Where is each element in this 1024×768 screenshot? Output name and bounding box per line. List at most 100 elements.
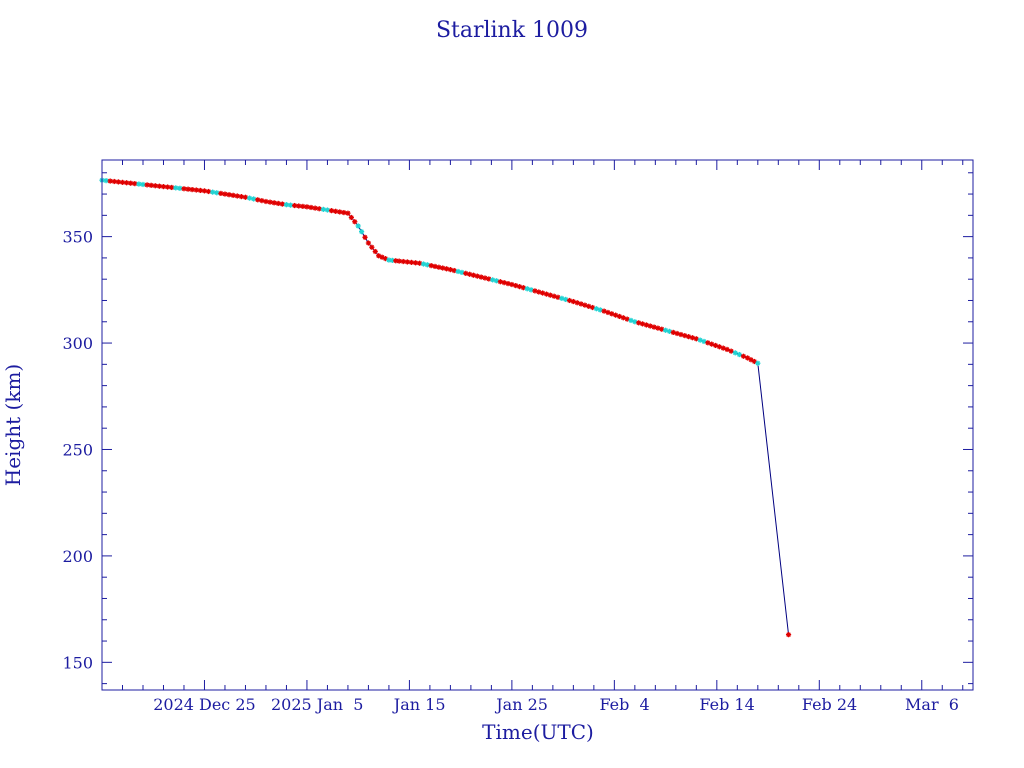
data-point bbox=[177, 185, 183, 191]
y-tick-label: 300 bbox=[62, 334, 93, 353]
x-axis-label: Time(UTC) bbox=[482, 720, 594, 744]
data-point bbox=[582, 302, 588, 308]
data-point bbox=[751, 358, 757, 365]
data-point bbox=[636, 320, 642, 326]
data-point bbox=[352, 219, 358, 225]
data-point bbox=[140, 181, 146, 188]
data-point bbox=[255, 197, 261, 203]
data-point bbox=[643, 322, 649, 328]
data-point bbox=[659, 326, 665, 332]
data-point bbox=[463, 270, 469, 276]
data-point bbox=[358, 229, 365, 235]
series-layer bbox=[99, 177, 792, 638]
data-point bbox=[493, 278, 500, 284]
data-point bbox=[234, 193, 240, 199]
data-point bbox=[400, 258, 406, 265]
data-point bbox=[666, 328, 673, 334]
chart-title: Starlink 1009 bbox=[436, 18, 588, 43]
data-point bbox=[242, 194, 249, 200]
data-point bbox=[428, 263, 434, 269]
data-point bbox=[362, 234, 368, 240]
data-point bbox=[647, 323, 653, 329]
data-point bbox=[520, 285, 527, 291]
data-point bbox=[486, 276, 492, 282]
x-tick-label: Jan 25 bbox=[494, 695, 548, 714]
data-point bbox=[505, 280, 511, 287]
data-point bbox=[528, 287, 534, 293]
data-point bbox=[296, 203, 302, 209]
x-tick-label: 2024 Dec 25 bbox=[153, 695, 256, 714]
data-point bbox=[447, 267, 453, 273]
data-point bbox=[532, 288, 538, 294]
data-point bbox=[547, 292, 553, 298]
y-tick-label: 200 bbox=[62, 547, 93, 566]
data-point bbox=[501, 280, 507, 286]
data-point bbox=[593, 306, 600, 312]
data-point bbox=[686, 334, 692, 340]
data-point bbox=[152, 183, 158, 189]
data-point bbox=[597, 307, 603, 313]
data-point bbox=[482, 275, 488, 281]
data-point bbox=[689, 335, 696, 341]
data-point bbox=[563, 296, 569, 303]
data-point bbox=[639, 321, 646, 327]
data-point bbox=[451, 267, 457, 274]
data-point bbox=[251, 196, 257, 202]
x-tick-label: 2025 Jan 5 bbox=[271, 695, 363, 714]
data-point bbox=[341, 209, 347, 216]
x-tick-label: Feb 14 bbox=[699, 695, 754, 714]
data-point bbox=[355, 223, 361, 229]
data-point bbox=[156, 183, 162, 189]
data-point bbox=[513, 282, 519, 289]
axis-ticks bbox=[101, 160, 973, 690]
data-point bbox=[348, 214, 354, 221]
y-tick-label: 150 bbox=[62, 653, 93, 672]
data-point bbox=[632, 319, 638, 325]
data-point bbox=[470, 272, 477, 278]
data-point bbox=[728, 348, 734, 354]
data-point bbox=[424, 262, 430, 268]
x-tick-label: Mar 6 bbox=[905, 695, 959, 714]
data-point bbox=[578, 301, 584, 307]
data-point bbox=[497, 279, 503, 285]
data-point bbox=[417, 260, 423, 266]
x-tick-label: Feb 4 bbox=[599, 695, 649, 714]
data-point bbox=[705, 340, 711, 346]
data-point bbox=[308, 204, 314, 211]
data-point bbox=[246, 195, 253, 201]
data-point bbox=[736, 351, 742, 358]
data-point bbox=[678, 331, 684, 338]
data-point bbox=[589, 304, 596, 311]
data-point bbox=[543, 291, 550, 297]
data-point bbox=[455, 268, 461, 275]
data-point bbox=[459, 269, 465, 276]
data-point bbox=[670, 329, 676, 336]
data-point bbox=[119, 179, 126, 185]
data-point bbox=[467, 271, 473, 277]
data-point bbox=[478, 274, 484, 280]
data-point bbox=[732, 350, 738, 356]
data-point bbox=[555, 294, 561, 300]
x-tick-labels: 2024 Dec 25 2025 Jan 5 Jan 15 Jan 25 Feb 4 Fe… bbox=[153, 695, 959, 714]
data-point bbox=[490, 277, 496, 283]
data-point bbox=[148, 182, 154, 188]
data-point bbox=[432, 263, 438, 270]
data-point bbox=[620, 315, 626, 321]
data-point bbox=[440, 265, 446, 271]
data-point bbox=[283, 202, 290, 208]
y-tick-label: 350 bbox=[62, 228, 93, 247]
data-point bbox=[509, 281, 515, 288]
data-point bbox=[566, 297, 573, 304]
data-point bbox=[651, 324, 657, 330]
data-point bbox=[720, 345, 726, 351]
data-point bbox=[443, 266, 450, 272]
data-point bbox=[474, 273, 480, 279]
data-point bbox=[605, 309, 611, 316]
data-point bbox=[372, 248, 378, 255]
data-point bbox=[345, 210, 351, 216]
data-point bbox=[540, 290, 546, 296]
x-tick-label: Jan 15 bbox=[392, 695, 446, 714]
data-point bbox=[559, 295, 565, 301]
data-point bbox=[682, 333, 688, 339]
